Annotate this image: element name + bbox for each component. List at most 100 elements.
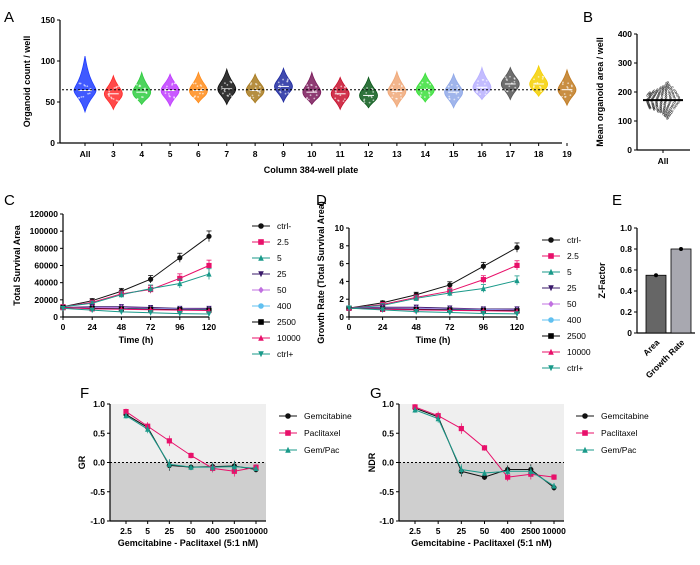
panel-g-y-tick-label: -1.0: [379, 516, 394, 526]
panel-g-y-tick-label: 0.0: [382, 458, 394, 468]
panel-d-x-tick-label: 0: [347, 322, 352, 332]
series-point-Gem/Pac: [481, 469, 488, 476]
panel-b-point: [676, 93, 679, 96]
panel-a-y-tick-label: 50: [46, 97, 56, 107]
panel-d-x-tick-label: 120: [510, 322, 524, 332]
panel-b-point: [653, 89, 656, 92]
violin-point-17: [508, 85, 511, 88]
panel-b-point: [656, 89, 659, 92]
series-point-ctrl+: [89, 307, 95, 314]
series-point-ctrl+: [60, 305, 66, 312]
violin-point-11: [339, 94, 342, 97]
series-point-Gem/Pac: [123, 412, 129, 419]
panel-b-point: [669, 86, 672, 89]
legend-marker-Gemcitabine: [285, 413, 291, 419]
panel-f-x-axis-title: Gemcitabine - Paclitaxel (5:1 nM): [118, 538, 259, 548]
violin-point-6: [196, 85, 199, 88]
violin-point-6: [197, 96, 200, 98]
panel-b-point: [672, 95, 675, 98]
violin-point-9: [286, 78, 289, 81]
violin-point-6: [199, 92, 201, 95]
violin-point-16: [485, 91, 488, 93]
violin-point-16: [479, 93, 482, 96]
violin-point-10: [312, 89, 314, 92]
panel-g-x-axis-title: Gemcitabine - Paclitaxel (5:1 nM): [411, 538, 552, 548]
panel-c-x-tick-label: 0: [61, 322, 66, 332]
violin-point-9: [281, 83, 284, 86]
panel-b-point: [670, 89, 673, 92]
violin-point-19: [564, 96, 566, 98]
legend-label-Paclitaxel: Paclitaxel: [304, 428, 340, 438]
panel-b-point: [664, 84, 667, 87]
violin-point-9: [284, 89, 287, 91]
panel-b-point: [667, 88, 670, 91]
violin-7: [217, 67, 237, 106]
violin-point-10: [313, 97, 316, 100]
violin-point-13: [399, 94, 402, 96]
series-point-Gem/Pac: [435, 415, 441, 422]
series-point-5: [514, 277, 520, 284]
violin-point-12: [368, 101, 371, 104]
violin-point-5: [166, 85, 168, 88]
panel-b-point: [665, 110, 668, 113]
panel-b-point: [656, 109, 660, 112]
panel-b-point: [648, 105, 651, 109]
series-point-ctrl+: [177, 310, 183, 317]
panel-b-point: [660, 96, 663, 99]
series-point-ctrl+: [206, 311, 212, 318]
panel-b-point: [674, 91, 678, 95]
violin-point-9: [282, 78, 284, 81]
series-point-ctrl+: [346, 305, 352, 312]
panel-c-y-tick-label: 80000: [34, 243, 58, 253]
legend-label-10000: 10000: [567, 347, 591, 357]
panel-f-x-tick-label: 50: [186, 526, 196, 536]
legend-marker-2.5: [258, 239, 264, 245]
panel-a-x-tick-label: 17: [506, 149, 516, 159]
series-line-ctrl-: [62, 235, 210, 308]
series-point-ctrl+: [480, 310, 486, 317]
violin-point-6: [200, 85, 203, 87]
legend-label-50: 50: [567, 299, 577, 309]
violin-6: [189, 71, 208, 104]
violin-point-9: [284, 92, 287, 95]
panel-b-point: [666, 108, 669, 111]
violin-point-19: [566, 87, 569, 89]
violin-point-15: [448, 97, 451, 100]
violin-point-19: [569, 94, 572, 97]
violin-point-5: [171, 83, 173, 86]
violin-point-14: [427, 81, 429, 84]
panel-d-x-axis-title: Time (h): [416, 335, 451, 345]
violin-point-13: [391, 96, 394, 99]
violin-point-13: [392, 83, 395, 86]
violin-point-16: [485, 79, 488, 82]
series-point-2.5: [480, 277, 486, 283]
panel-e-x-tick-label: Area: [641, 337, 662, 358]
violin-point-All: [87, 92, 89, 95]
violin-9: [274, 67, 293, 104]
panel-b-point: [669, 96, 672, 100]
panel-f-x-tick-label: 10000: [244, 526, 268, 536]
legend-marker-400: [258, 303, 264, 309]
panel-d-x-tick-label: 96: [479, 322, 489, 332]
series-point-Gem/Pac: [505, 468, 511, 474]
violin-point-18: [539, 85, 541, 88]
violin-point-13: [400, 84, 403, 87]
legend-marker-2500: [258, 319, 264, 325]
panel-b-point: [666, 116, 670, 119]
violin-point-7: [223, 90, 226, 93]
series-point-Gem/Pac: [145, 426, 151, 432]
violin-point-9: [287, 92, 290, 94]
panel-b-point: [662, 111, 665, 114]
panel-b-point: [666, 113, 669, 116]
panel-e-y-tick-label: 1.0: [620, 223, 632, 233]
panel-b-point: [664, 114, 667, 117]
violin-point-8: [249, 83, 252, 86]
violin-point-14: [419, 84, 422, 87]
panel-b-point: [649, 106, 652, 110]
panel-b-point: [658, 92, 661, 96]
panel-b-y-tick-label: 300: [618, 58, 632, 68]
panel-b-point: [652, 95, 656, 98]
legend-marker-25: [258, 271, 264, 278]
panel-b-point: [647, 93, 650, 96]
